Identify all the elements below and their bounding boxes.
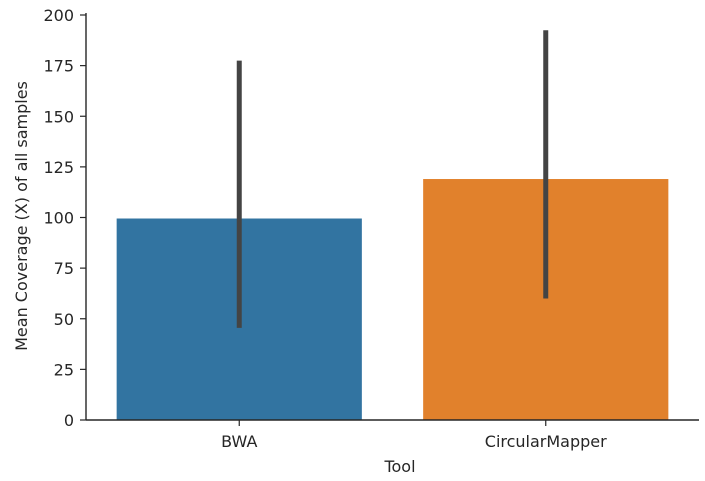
axes-layer: BWA CircularMapper 0 25 50 75 100 125 150 175 200 xyxy=(43,6,699,451)
y-tick-label: 0 xyxy=(64,411,74,430)
x-tick-label: CircularMapper xyxy=(485,432,607,451)
y-tick-label: 75 xyxy=(54,259,74,278)
y-tick-label: 25 xyxy=(54,360,74,379)
y-axis-title: Mean Coverage (X) of all samples xyxy=(12,81,31,351)
bars-layer xyxy=(116,179,669,420)
y-tick-label: 50 xyxy=(54,310,74,329)
y-tick-label: 125 xyxy=(43,158,74,177)
x-tick-label: BWA xyxy=(221,432,257,451)
y-tick-label: 100 xyxy=(43,209,74,228)
error-bars-layer xyxy=(236,30,549,328)
y-tick-label: 175 xyxy=(43,57,74,76)
y-tick-label: 200 xyxy=(43,6,74,25)
x-axis-title: Tool xyxy=(383,457,415,476)
y-tick-label: 150 xyxy=(43,107,74,126)
